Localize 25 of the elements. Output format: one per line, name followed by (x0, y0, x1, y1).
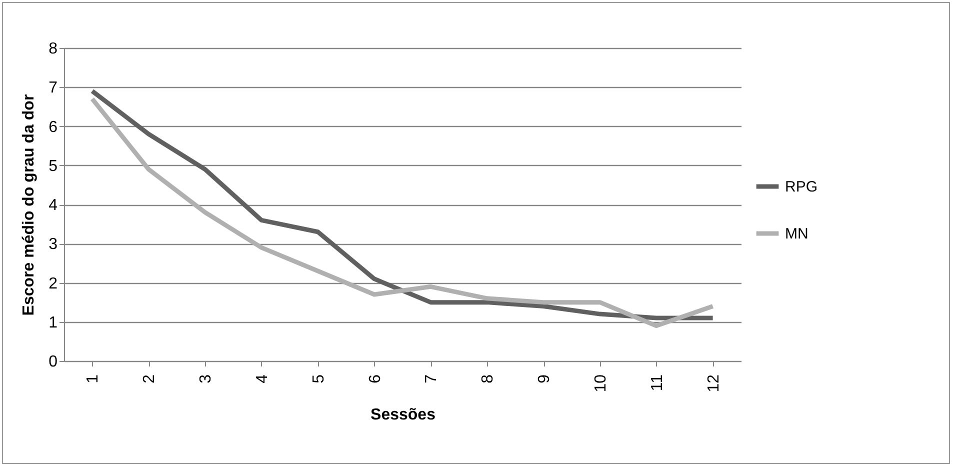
y-axis-title: Escore médio do grau da dor (20, 94, 38, 316)
x-tick-label: 12 (705, 374, 722, 392)
y-tick-label: 4 (48, 197, 58, 214)
y-tick-label: 5 (48, 158, 58, 175)
y-tick-label: 6 (48, 118, 58, 136)
x-tick-label: 8 (480, 374, 497, 384)
x-axis-title: Sessões (370, 406, 436, 424)
x-tick-label: 2 (141, 374, 158, 384)
y-tick-label: 8 (48, 40, 58, 58)
x-tick-label: 9 (536, 374, 554, 384)
x-tick-label: 5 (310, 374, 328, 384)
legend-label: MN (785, 226, 808, 242)
x-tick-label: 3 (198, 374, 215, 384)
x-tick-label: 11 (648, 374, 666, 392)
x-tick-label: 10 (592, 374, 610, 392)
y-tick-label: 0 (48, 354, 58, 370)
y-tick-label: 7 (48, 80, 58, 97)
legend-label: RPG (785, 178, 818, 196)
x-tick-label: 4 (254, 374, 271, 384)
y-tick-label: 1 (48, 314, 58, 332)
x-tick-label: 6 (366, 374, 384, 384)
y-tick-label: 3 (48, 236, 58, 254)
x-tick-label: 7 (423, 374, 440, 384)
y-tick-label: 2 (48, 275, 58, 292)
x-tick-label: 1 (84, 374, 102, 384)
